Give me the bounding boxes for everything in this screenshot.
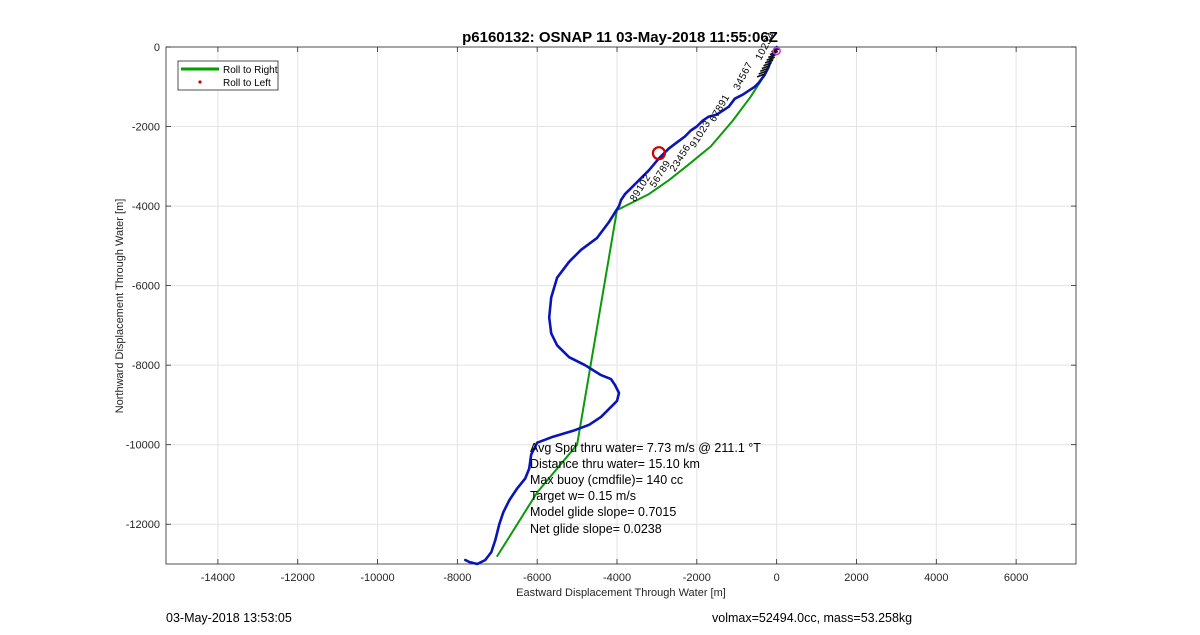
waypoint-label-glyph: 5 — [737, 71, 750, 81]
y-tick-label: -4000 — [132, 201, 160, 213]
footer-timestamp: 03-May-2018 13:53:05 — [166, 611, 292, 625]
waypoint-label-glyph: 8 — [628, 193, 641, 204]
legend-box — [177, 60, 279, 91]
x-tick-label: -10000 — [360, 572, 394, 584]
waypoint-label-glyph: 8 — [658, 164, 671, 175]
y-tick-label: -12000 — [126, 519, 160, 531]
x-tick-label: -8000 — [443, 572, 471, 584]
target-circle-marker — [651, 146, 667, 161]
y-tick-label: -10000 — [126, 440, 160, 452]
waypoint-label-glyph: 9 — [631, 188, 644, 199]
waypoint-label-glyph: 3 — [701, 119, 714, 130]
waypoint-label-glyph: 0 — [756, 47, 769, 57]
series-layer — [463, 45, 779, 566]
waypoint-label-glyph: 0 — [694, 129, 707, 140]
y-tick-label: -2000 — [132, 122, 160, 134]
legend-dot-roll-left — [198, 80, 202, 84]
waypoint-label-glyph: 2 — [641, 172, 654, 183]
waypoint-label-glyph: 3 — [732, 82, 745, 92]
waypoint-label-glyph: 2 — [759, 41, 772, 51]
chart-title: p6160132: OSNAP 11 03-May-2018 11:55:06Z — [462, 29, 778, 46]
annotation-model-glide-slope: Model glide slope= 0.7015 — [530, 505, 676, 519]
waypoint-label-glyph: 2 — [698, 124, 711, 135]
waypoint-cluster-mark — [758, 70, 767, 75]
axis-ticks — [166, 46, 1076, 564]
marker-layer — [651, 46, 781, 161]
x-tick-label: -14000 — [201, 572, 235, 584]
y-tick-labels: 0 -2000 -4000 -6000 -8000 -10000 -12000 — [126, 42, 160, 531]
waypoint-label-glyph: 8 — [714, 103, 727, 114]
waypoint-label-glyph: 1 — [691, 134, 704, 145]
waypoint-label-glyph: 4 — [674, 153, 687, 164]
legend: Roll to Right Roll to Left — [177, 60, 279, 91]
x-tick-label: -12000 — [281, 572, 315, 584]
x-tick-label: -2000 — [683, 572, 711, 584]
stats-annotation: Avg Spd thru water= 7.73 m/s @ 211.1 °T … — [530, 441, 761, 536]
waypoint-label-glyph: 0 — [638, 178, 651, 189]
x-tick-label: 4000 — [924, 572, 948, 584]
waypoint-label-glyph: 7 — [711, 108, 724, 119]
y-tick-label: -8000 — [132, 360, 160, 372]
legend-label-roll-right: Roll to Right — [223, 65, 278, 76]
waypoint-label-glyph: 6 — [740, 66, 753, 76]
waypoint-label-glyph: 9 — [717, 98, 730, 109]
waypoint-label-glyph: 3 — [762, 36, 775, 46]
x-tick-label: 2000 — [844, 572, 868, 584]
waypoint-label-glyph: 9 — [661, 159, 674, 170]
x-tick-label: 0 — [774, 572, 780, 584]
waypoint-cluster-mark — [766, 56, 775, 61]
x-axis-label: Eastward Displacement Through Water [m] — [516, 587, 726, 599]
waypoint-cluster-mark — [756, 73, 766, 78]
y-tick-label: -6000 — [132, 281, 160, 293]
waypoint-label-glyph: 4 — [765, 31, 778, 41]
x-tick-label: -6000 — [523, 572, 551, 584]
waypoint-cluster-mark — [764, 59, 774, 64]
waypoint-label-glyph: 2 — [668, 163, 681, 174]
waypoint-label-glyph: 1 — [635, 183, 648, 194]
waypoint-label-glyph: 1 — [720, 93, 733, 104]
waypoint-label-glyph: 6 — [681, 143, 694, 154]
annotation-distance: Distance thru water= 15.10 km — [530, 457, 700, 471]
annotation-max-buoy: Max buoy (cmdfile)= 140 cc — [530, 473, 683, 487]
waypoint-label-glyph: 7 — [654, 169, 667, 180]
annotation-net-glide-slope: Net glide slope= 0.0238 — [530, 522, 662, 536]
start-marker — [772, 46, 781, 56]
y-tick-label: 0 — [154, 42, 160, 54]
waypoint-label-glyph: 3 — [671, 158, 684, 169]
waypoint-label-glyph: 4 — [734, 76, 747, 86]
plot-area — [165, 46, 1077, 565]
waypoint-cluster-mark — [761, 64, 771, 70]
annotation-avg-speed: Avg Spd thru water= 7.73 m/s @ 211.1 °T — [530, 441, 761, 455]
footer-vol-mass: volmax=52494.0cc, mass=53.258kg — [712, 611, 912, 625]
waypoint-label-glyph: 7 — [743, 60, 756, 70]
annotation-target-w: Target w= 0.15 m/s — [530, 489, 636, 503]
x-tick-labels: -14000 -12000 -10000 -8000 -6000 -4000 -2000 0 2… — [201, 572, 1029, 584]
legend-label-roll-left: Roll to Left — [223, 78, 271, 89]
waypoint-label-glyph: 1 — [754, 52, 767, 62]
waypoint-label-glyph: 5 — [648, 179, 661, 190]
waypoint-label-glyph: 6 — [708, 113, 721, 124]
x-tick-label: 6000 — [1004, 572, 1028, 584]
series-line-track-1 — [463, 45, 779, 566]
waypoint-label-glyph: 5 — [678, 148, 691, 159]
y-axis-label: Northward Displacement Through Water [m] — [114, 199, 126, 414]
waypoint-cluster-mark — [763, 61, 772, 67]
waypoint-cluster-mark — [760, 67, 769, 73]
x-tick-label: -4000 — [603, 572, 631, 584]
waypoint-label-glyph: 6 — [651, 174, 664, 185]
waypoint-label-glyph: 9 — [688, 139, 701, 150]
